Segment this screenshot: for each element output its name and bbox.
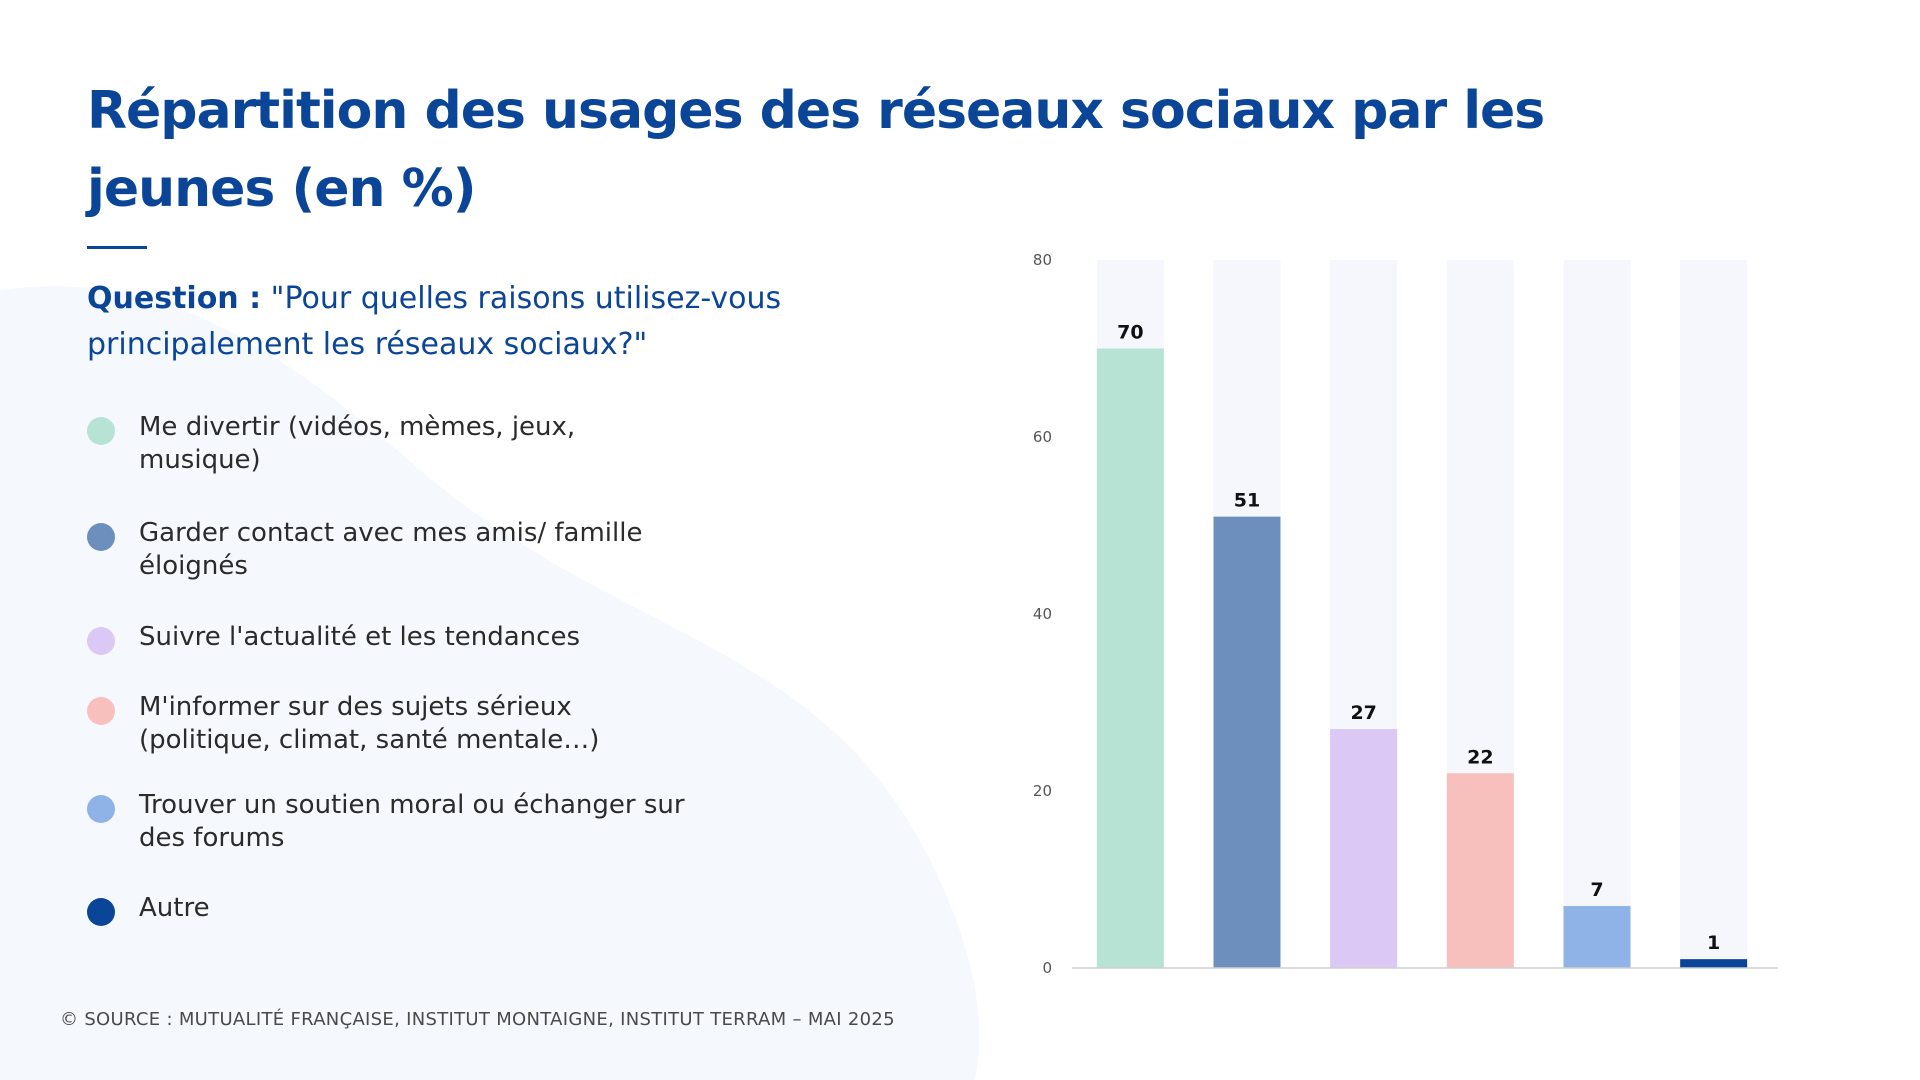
source-note: © SOURCE : MUTUALITÉ FRANÇAISE, INSTITUT… [60, 1009, 895, 1030]
bar [1213, 516, 1281, 968]
bar-track [1563, 260, 1631, 968]
bar-chart: 0 20 40 60 80 70 51 27 22 7 1 [1033, 251, 1778, 977]
question-body: "Pour quelles raisons utilisez-vous prin… [87, 281, 782, 362]
chart-title: Répartition des usages des réseaux socia… [87, 81, 1545, 219]
legend-swatch [87, 417, 115, 445]
legend-label: Autre [139, 893, 210, 923]
bar-value-label: 70 [1117, 322, 1143, 344]
bar [1096, 348, 1164, 968]
legend-swatch [87, 523, 115, 551]
question-text: Question : "Pour quelles raisons utilise… [87, 276, 987, 368]
legend-swatch [87, 627, 115, 655]
bar-track [1680, 260, 1748, 968]
y-tick-label: 20 [1033, 782, 1052, 800]
y-tick-label: 0 [1042, 959, 1052, 977]
bar-value-label: 22 [1467, 746, 1493, 768]
legend-label: Suivre l'actualité et les tendances [139, 622, 580, 652]
question-label: Question : [87, 281, 262, 316]
legend-swatch [87, 898, 115, 926]
title-underline [87, 246, 147, 249]
legend: Me divertir (vidéos, mèmes, jeux, musiqu… [87, 0, 707, 1000]
legend-label: Trouver un soutien moral ou échanger sur… [139, 790, 685, 853]
legend-label: Me divertir (vidéos, mèmes, jeux, musiqu… [139, 412, 576, 475]
bar [1680, 959, 1748, 968]
bar [1446, 773, 1514, 968]
legend-swatch [87, 795, 115, 823]
y-tick-label: 60 [1033, 428, 1052, 446]
bar [1330, 729, 1398, 968]
bar-value-label: 51 [1234, 490, 1260, 512]
legend-label: Garder contact avec mes amis/ famille él… [139, 518, 643, 581]
legend-label: M'informer sur des sujets sérieux (polit… [139, 692, 600, 755]
bar-value-label: 27 [1350, 702, 1376, 724]
legend-swatch [87, 697, 115, 725]
y-tick-label: 80 [1033, 251, 1052, 269]
bar [1563, 906, 1631, 968]
bar-value-label: 1 [1707, 932, 1720, 954]
bar-value-label: 7 [1590, 879, 1603, 901]
y-tick-label: 40 [1033, 605, 1052, 623]
